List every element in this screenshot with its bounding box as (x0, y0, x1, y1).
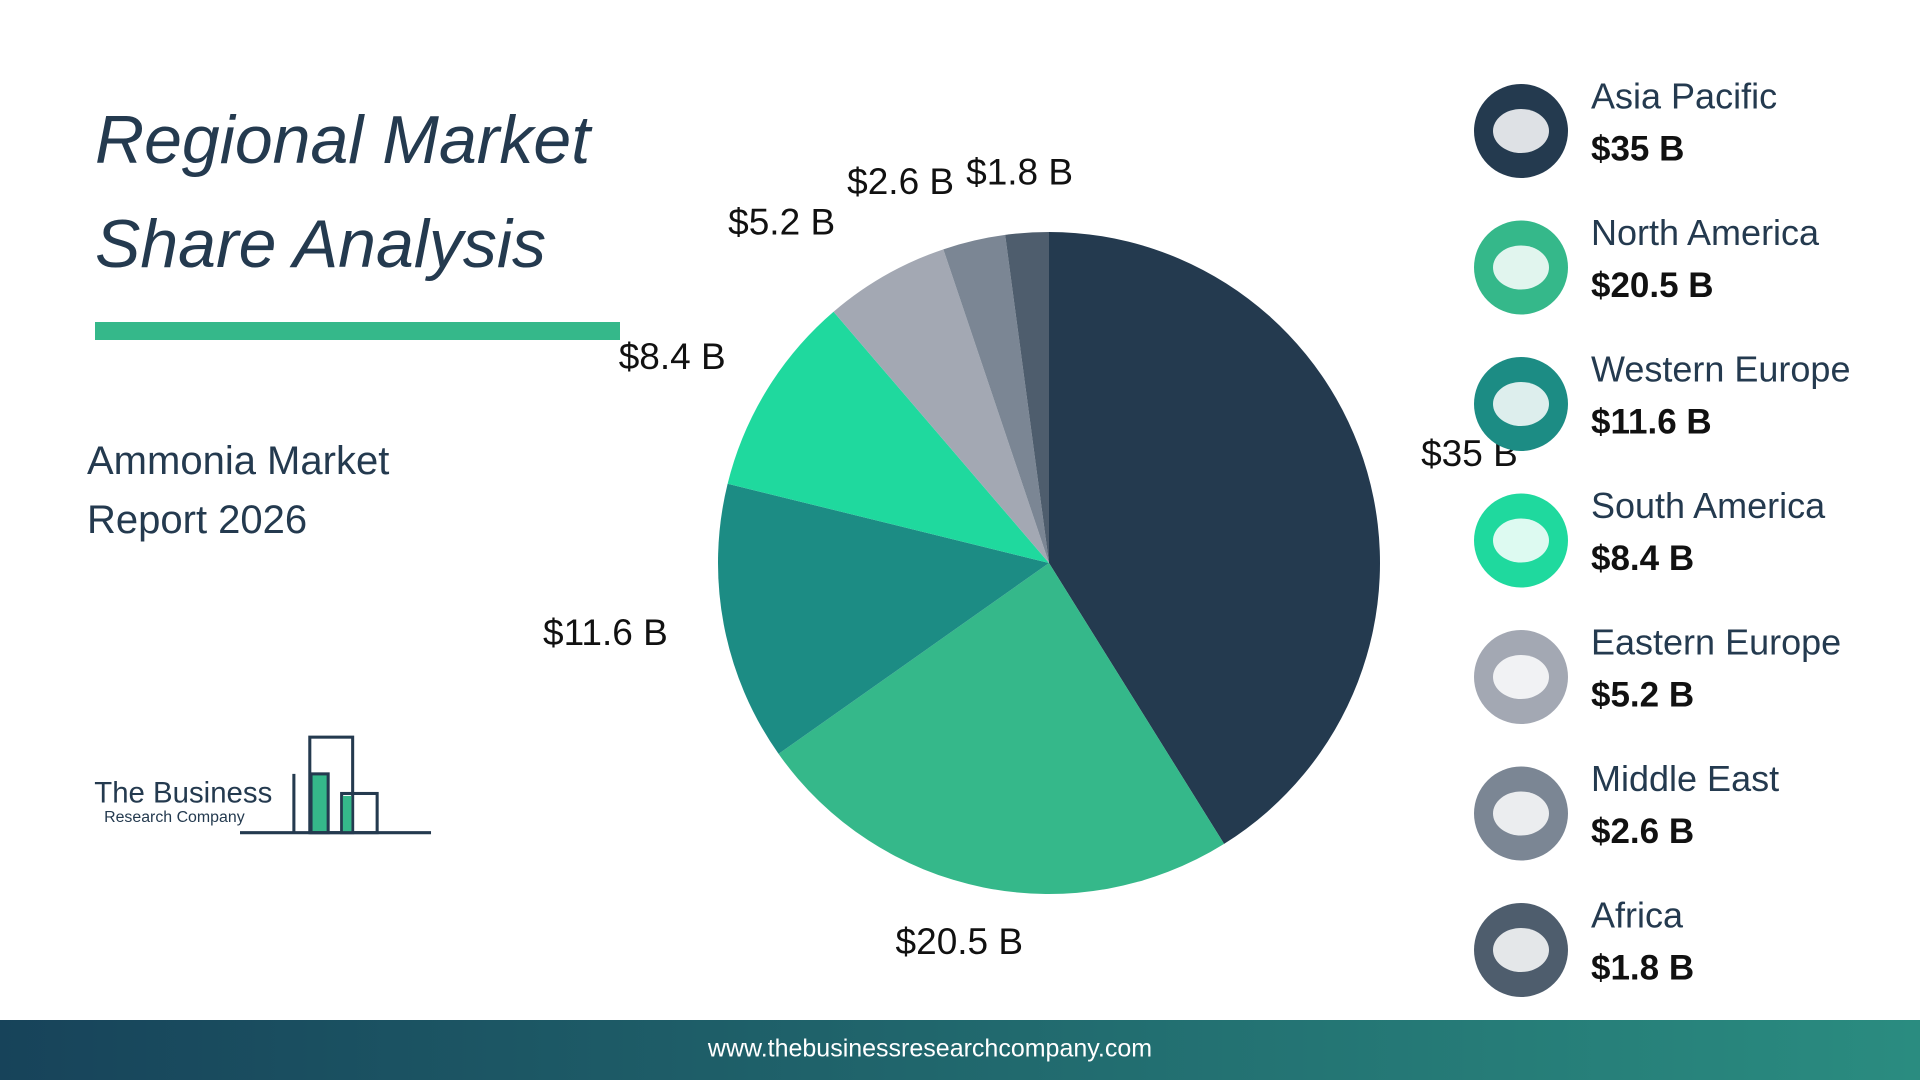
legend-name: Eastern Europe (1591, 622, 1841, 663)
legend-value: $2.6 B (1591, 812, 1694, 851)
legend-icon-map (1493, 245, 1549, 290)
legend-value: $1.8 B (1591, 948, 1694, 987)
footer-bar (0, 1020, 1920, 1080)
legend-name: Africa (1591, 895, 1684, 936)
legend-name: Western Europe (1591, 349, 1850, 390)
legend-icon-map (1493, 928, 1549, 972)
legend-icon-map (1493, 655, 1549, 699)
legend-name: South America (1591, 485, 1826, 526)
subtitle: Ammonia Market Report 2026 (87, 439, 390, 542)
pie-slice (1005, 232, 1049, 563)
logo-text: The Business (94, 776, 272, 809)
legend-name: North America (1591, 212, 1820, 253)
legend-value: $11.6 B (1591, 402, 1712, 441)
logo-building (342, 795, 352, 833)
data-label: $11.6 B (543, 612, 668, 653)
legend-icon-map (1493, 109, 1549, 153)
legend-value: $8.4 B (1591, 539, 1694, 578)
legend-icon-map (1493, 382, 1549, 426)
logo: The Business Research Company (94, 735, 432, 835)
pie-slice (833, 249, 1049, 563)
pie-slice (717, 483, 1049, 754)
data-label: $5.2 B (728, 202, 835, 243)
data-label: $1.8 B (966, 152, 1073, 193)
legend-name: Asia Pacific (1591, 76, 1777, 117)
legend-value: $5.2 B (1591, 675, 1694, 714)
pie-slice (778, 563, 1225, 894)
pie-slice (943, 234, 1049, 563)
legend-value: $20.5 B (1591, 266, 1714, 305)
legend-icon-map (1493, 791, 1549, 836)
data-label: $2.6 B (847, 161, 954, 202)
pie-slice (1049, 232, 1380, 844)
legend-name: Middle East (1591, 758, 1779, 799)
legend-icon-map (1493, 518, 1549, 563)
logo-text: Research Company (104, 809, 245, 826)
title: Regional Market Share Analysis (95, 102, 591, 282)
pie-slice (727, 311, 1049, 563)
data-label: $20.5 B (896, 921, 1024, 962)
footer-url: www.thebusinessresearchcompany.com (707, 1035, 1152, 1063)
data-label: $8.4 B (619, 336, 726, 377)
title-underline (95, 322, 620, 340)
logo-building (309, 772, 330, 835)
legend-value: $35 B (1591, 129, 1684, 168)
